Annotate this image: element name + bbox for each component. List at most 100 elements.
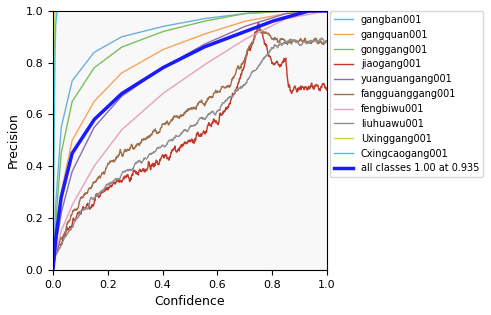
Cxingcaogang001 xyxy=(324,9,330,13)
fengbiwu001 xyxy=(161,91,166,95)
fangguanggang001 xyxy=(78,196,84,200)
gonggang001 xyxy=(269,10,274,14)
gonggang001 xyxy=(50,268,56,272)
gangquan001 xyxy=(269,14,274,18)
Uxinggang001 xyxy=(78,9,84,13)
gangban001 xyxy=(269,10,274,14)
Uxinggang001 xyxy=(269,9,274,13)
gonggang001 xyxy=(161,30,166,33)
Cxingcaogang001 xyxy=(50,268,56,272)
gangban001 xyxy=(78,67,84,71)
jiaogang001 xyxy=(50,266,56,270)
all classes 1.00 at 0.935 xyxy=(50,268,56,272)
gangquan001 xyxy=(161,48,166,51)
gangban001 xyxy=(50,268,56,272)
liuhuawu001 xyxy=(264,53,270,57)
Line: all classes 1.00 at 0.935: all classes 1.00 at 0.935 xyxy=(53,11,327,270)
all classes 1.00 at 0.935 xyxy=(306,9,312,13)
liuhuawu001 xyxy=(161,144,166,147)
Line: fangguanggang001: fangguanggang001 xyxy=(53,28,327,270)
fangguanggang001 xyxy=(256,26,262,30)
all classes 1.00 at 0.935 xyxy=(264,21,270,25)
yuanguangang001 xyxy=(171,60,177,64)
jiaogang001 xyxy=(238,72,244,76)
liuhuawu001 xyxy=(78,209,84,213)
yuanguangang001 xyxy=(324,9,330,13)
Cxingcaogang001 xyxy=(269,9,274,13)
all classes 1.00 at 0.935 xyxy=(269,20,274,23)
yuanguangang001 xyxy=(269,16,274,20)
fangguanggang001 xyxy=(161,122,166,126)
jiaogang001 xyxy=(255,20,261,24)
fangguanggang001 xyxy=(238,65,244,69)
Line: gangban001: gangban001 xyxy=(53,11,327,270)
Uxinggang001 xyxy=(161,9,167,13)
Uxinggang001 xyxy=(50,268,56,272)
fengbiwu001 xyxy=(171,84,177,88)
gangquan001 xyxy=(78,123,84,127)
gangquan001 xyxy=(50,268,56,272)
fengbiwu001 xyxy=(50,268,56,272)
yuanguangang001 xyxy=(78,152,84,156)
gonggang001 xyxy=(171,27,177,31)
Line: Cxingcaogang001: Cxingcaogang001 xyxy=(53,11,327,270)
jiaogang001 xyxy=(269,60,274,64)
Line: Uxinggang001: Uxinggang001 xyxy=(53,11,327,270)
fengbiwu001 xyxy=(238,40,244,43)
X-axis label: Confidence: Confidence xyxy=(155,295,225,308)
Uxinggang001 xyxy=(52,9,58,13)
gangban001 xyxy=(171,22,177,26)
gangquan001 xyxy=(264,15,270,19)
gonggang001 xyxy=(78,86,84,90)
jiaogang001 xyxy=(78,212,84,216)
all classes 1.00 at 0.935 xyxy=(324,9,330,13)
gangban001 xyxy=(324,9,330,13)
Cxingcaogang001 xyxy=(171,9,177,13)
Y-axis label: Precision: Precision xyxy=(7,112,20,168)
liuhuawu001 xyxy=(269,46,274,49)
all classes 1.00 at 0.935 xyxy=(78,138,84,142)
fangguanggang001 xyxy=(269,37,274,41)
fengbiwu001 xyxy=(324,9,330,13)
Cxingcaogang001 xyxy=(239,9,245,13)
fengbiwu001 xyxy=(78,188,84,192)
Cxingcaogang001 xyxy=(54,9,60,13)
gangquan001 xyxy=(238,20,244,24)
yuanguangang001 xyxy=(238,26,244,30)
Uxinggang001 xyxy=(264,9,270,13)
gangban001 xyxy=(238,12,244,16)
gonggang001 xyxy=(324,9,330,13)
Line: gonggang001: gonggang001 xyxy=(53,11,327,270)
Cxingcaogang001 xyxy=(264,9,270,13)
Line: gangquan001: gangquan001 xyxy=(53,11,327,270)
liuhuawu001 xyxy=(319,36,325,40)
jiaogang001 xyxy=(264,45,270,49)
all classes 1.00 at 0.935 xyxy=(161,66,166,69)
yuanguangang001 xyxy=(50,268,56,272)
gangquan001 xyxy=(171,44,177,48)
gangban001 xyxy=(161,24,166,28)
gangban001 xyxy=(264,10,270,14)
Uxinggang001 xyxy=(171,9,177,13)
fangguanggang001 xyxy=(171,116,177,120)
fengbiwu001 xyxy=(264,26,270,30)
liuhuawu001 xyxy=(324,39,330,43)
liuhuawu001 xyxy=(238,84,244,88)
fangguanggang001 xyxy=(264,31,270,35)
yuanguangang001 xyxy=(161,65,166,69)
jiaogang001 xyxy=(324,88,330,91)
fangguanggang001 xyxy=(324,39,330,43)
gonggang001 xyxy=(264,10,270,14)
Legend: gangban001, gangquan001, gonggang001, jiaogang001, yuanguangang001, fangguanggan: gangban001, gangquan001, gonggang001, ji… xyxy=(329,11,483,177)
jiaogang001 xyxy=(161,156,166,160)
all classes 1.00 at 0.935 xyxy=(171,60,177,64)
fangguanggang001 xyxy=(50,268,56,272)
yuanguangang001 xyxy=(264,18,270,21)
gonggang001 xyxy=(283,9,289,13)
jiaogang001 xyxy=(171,147,177,151)
Line: jiaogang001: jiaogang001 xyxy=(53,22,327,268)
Cxingcaogang001 xyxy=(78,9,84,13)
gonggang001 xyxy=(238,12,244,16)
liuhuawu001 xyxy=(171,136,177,140)
fengbiwu001 xyxy=(269,24,274,28)
